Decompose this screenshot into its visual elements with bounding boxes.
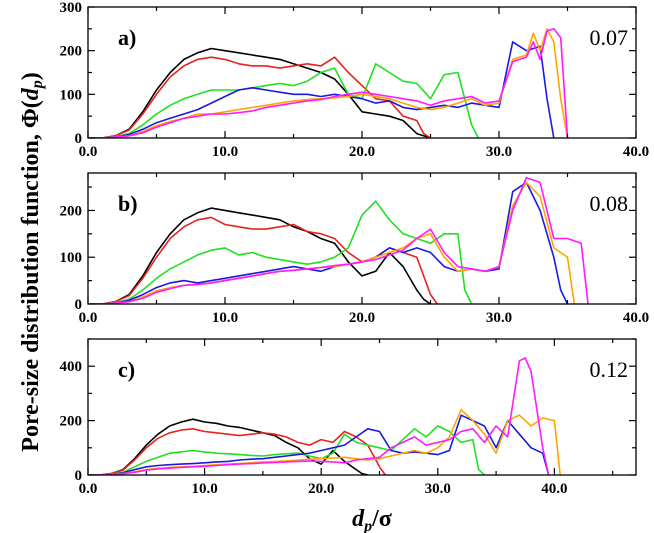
series-green-line — [88, 62, 480, 138]
y-tick-label: 0 — [75, 297, 83, 313]
panel-a: 0.0 10.0 20.0 30.0 40.0 0 100 200 300 a) 0.07 — [60, 0, 650, 160]
y-axis-title-close: ) — [18, 72, 44, 80]
series-blue-line — [88, 181, 569, 304]
series-green-line — [88, 425, 485, 475]
panel-label: c) — [118, 357, 135, 382]
y-tick-label: 200 — [60, 203, 83, 219]
x-tick-label: 40.0 — [623, 144, 649, 160]
x-tick-label: 10.0 — [212, 310, 238, 326]
series-magenta-line — [88, 357, 550, 475]
y-tick-label: 0 — [75, 131, 83, 147]
x-axis-title: dp/σ — [352, 506, 392, 533]
y-axis-title-prefix: Pore-size distribution function, — [18, 128, 44, 452]
x-tick-label: 40.0 — [623, 310, 649, 326]
panel-b-frame — [87, 172, 637, 305]
y-tick-label: 200 — [60, 44, 83, 60]
y-axis-title-sub: p — [29, 80, 46, 90]
x-tick-label: 10.0 — [212, 144, 238, 160]
panel-value-label: 0.07 — [590, 25, 629, 50]
panel-b: 0.0 10.0 20.0 30.0 40.0 0 100 200 b) 0.08 — [60, 172, 649, 326]
x-tick-label: 20.0 — [349, 310, 375, 326]
panel-value-label: 0.08 — [590, 191, 629, 216]
series-black-line — [88, 207, 431, 304]
x-tick-label: 30.0 — [486, 144, 512, 160]
x-tick-label: 0.0 — [79, 481, 98, 497]
series-black-line — [88, 47, 431, 138]
x-axis-title-rest: /σ — [371, 506, 392, 532]
series-red-line — [88, 56, 431, 138]
x-tick-label: 0.0 — [79, 144, 98, 160]
series-magenta-line — [88, 176, 589, 304]
y-tick-label: 100 — [60, 250, 83, 266]
y-tick-label: 100 — [60, 87, 83, 103]
panel-value-label: 0.12 — [590, 357, 629, 382]
x-tick-label: 20.0 — [349, 144, 375, 160]
x-tick-label: 10.0 — [191, 481, 217, 497]
series-black-line — [88, 418, 368, 475]
x-tick-label: 20.0 — [308, 481, 334, 497]
panel-a-series — [88, 27, 569, 138]
panel-label: b) — [118, 191, 138, 216]
x-tick-label: 30.0 — [486, 310, 512, 326]
panel-c-frame — [87, 338, 637, 476]
chart-panels: 0.0 10.0 20.0 30.0 40.0 0 100 200 300 a) 0.07 0.0 10… — [60, 0, 650, 497]
y-tick-label: 300 — [60, 0, 83, 16]
series-orange-line — [88, 27, 569, 138]
series-magenta-line — [88, 27, 569, 138]
y-tick-label: 200 — [60, 414, 83, 430]
x-tick-label: 0.0 — [79, 310, 98, 326]
x-axis-title-sub: p — [362, 518, 372, 533]
y-tick-label: 400 — [60, 359, 83, 375]
panel-a-frame — [87, 6, 637, 139]
series-blue-line — [88, 41, 555, 138]
panel-b-series — [88, 176, 589, 304]
panel-c-series — [88, 357, 561, 475]
series-red-line — [88, 427, 386, 475]
x-axis-title-var: d — [352, 506, 365, 532]
y-axis-title-phi: Φ( — [18, 100, 44, 128]
y-axis-title: Pore-size distribution function, Φ(dp) — [18, 72, 46, 451]
x-tick-label: 40.0 — [541, 481, 567, 497]
series-blue-line — [88, 414, 550, 475]
panel-c: 0.0 10.0 20.0 30.0 40.0 0 200 400 c) 0.12 — [60, 338, 637, 497]
y-axis-title-var: d — [18, 87, 44, 100]
y-tick-label: 0 — [75, 468, 83, 484]
series-green-line — [88, 200, 473, 304]
panel-label: a) — [118, 25, 136, 50]
x-tick-label: 30.0 — [425, 481, 451, 497]
